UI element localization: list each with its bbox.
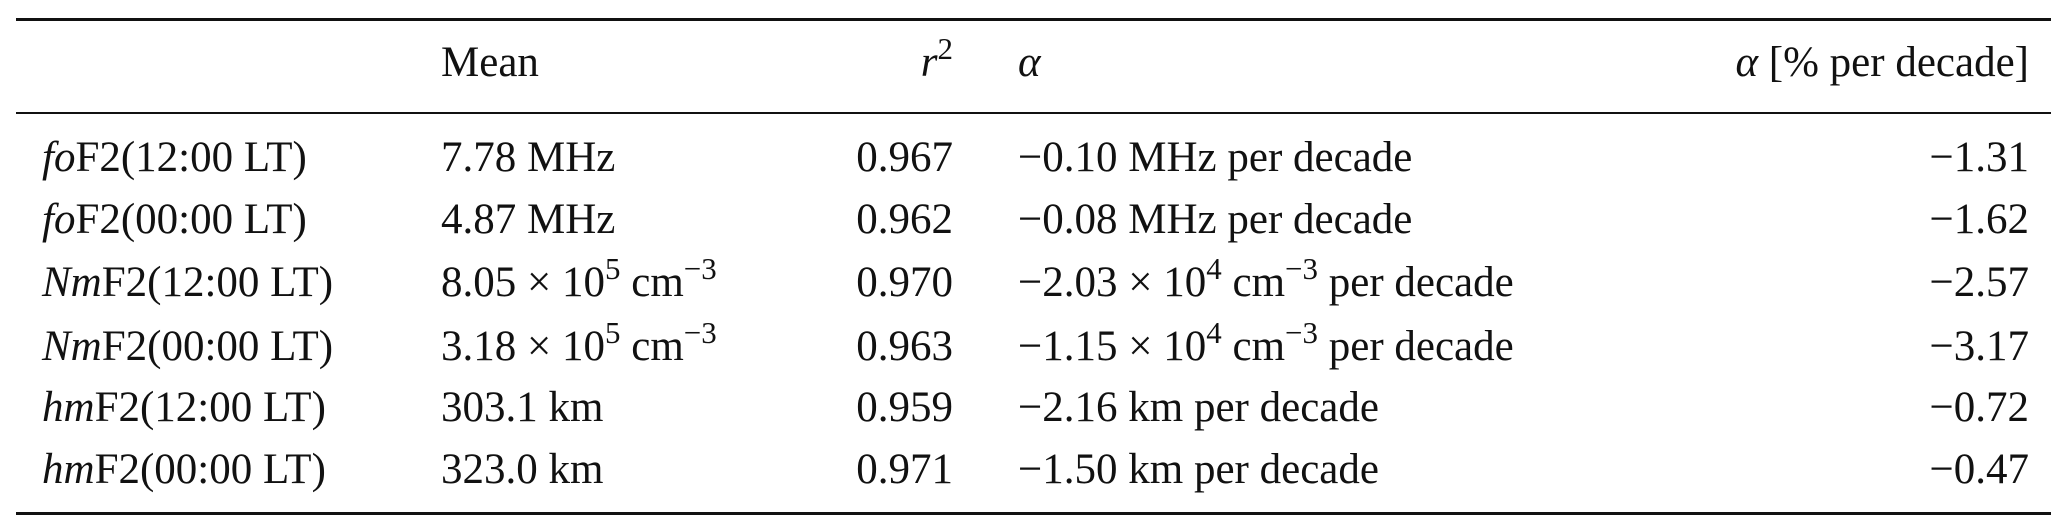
top-rule [16,18,2051,21]
param-prefix: hm [42,384,95,431]
mean-exponent: 5 [605,314,621,350]
alpha-number: −2.16 km per decade [1018,384,1379,431]
mean-unit: cm [620,323,684,370]
alpha-symbol: α [1735,39,1759,86]
alpha-exponent: 4 [1206,314,1222,350]
param-suffix: F2(12:00 LT) [75,134,307,181]
header-rule [16,112,2051,114]
param-name: NmF2(12:00 LT) [42,258,333,308]
alpha-percent-value: −0.72 [1929,384,2029,431]
alpha-percent-label: [% per decade] [1758,39,2029,86]
header-alpha: α [1018,38,1041,88]
param-prefix: fo [42,196,76,243]
alpha-number: −0.10 MHz per decade [1018,134,1413,181]
mean-number: 4.87 MHz [441,196,616,243]
param-suffix: F2(00:00 LT) [75,196,307,243]
bottom-rule [16,512,2051,515]
mean-value: 323.0 km [441,445,603,495]
mean-number: 323.0 km [441,446,604,493]
param-name: foF2(00:00 LT) [42,195,307,245]
r-symbol: r [920,39,938,86]
param-suffix: F2(00:00 LT) [101,323,334,370]
alpha-value: −2.03 × 104 cm−3 per decade [1018,253,1514,308]
alpha-tail: per decade [1317,323,1514,370]
mean-exponent: 5 [605,250,621,286]
param-name: foF2(12:00 LT) [42,133,307,183]
alpha-symbol: α [1018,39,1041,86]
mean-unit-exponent: −3 [683,250,717,286]
param-prefix: Nm [42,323,102,370]
mean-value: 3.18 × 105 cm−3 [441,317,717,372]
alpha-exponent: 4 [1206,250,1222,286]
alpha-number: −0.08 MHz per decade [1018,196,1413,243]
r-squared-value: 0.959 [856,384,953,431]
header-mean: Mean [441,39,539,86]
r-exponent: 2 [937,30,953,66]
r-squared-value: 0.970 [856,259,953,306]
alpha-percent-value: −0.47 [1929,446,2029,493]
mean-value: 8.05 × 105 cm−3 [441,253,717,308]
param-name: hmF2(12:00 LT) [42,383,326,433]
alpha-percent-value: −2.57 [1929,259,2029,306]
alpha-number: −1.15 × 10 [1018,323,1207,370]
alpha-value: −0.08 MHz per decade [1018,195,1412,245]
r-squared-value: 0.962 [856,196,953,243]
mean-number: 7.78 MHz [441,134,616,181]
mean-number: 303.1 km [441,384,604,431]
r-squared-value: 0.963 [856,323,953,370]
alpha-unit-exponent: −3 [1285,314,1318,350]
alpha-tail: per decade [1317,259,1514,306]
header-alpha-percent: α [% per decade] [1735,38,2029,88]
alpha-number: −2.03 × 10 [1018,259,1207,306]
mean-unit-exponent: −3 [683,314,717,350]
param-prefix: Nm [42,259,102,306]
mean-value: 303.1 km [441,383,603,433]
param-suffix: F2(00:00 LT) [94,446,326,493]
header-r-squared: r2 [920,33,953,88]
param-suffix: F2(12:00 LT) [94,384,326,431]
mean-value: 7.78 MHz [441,133,615,183]
alpha-value: −2.16 km per decade [1018,383,1379,433]
param-prefix: hm [42,446,95,493]
mean-number: 8.05 × 10 [441,259,606,306]
alpha-unit: cm [1221,323,1286,370]
alpha-percent-value: −1.62 [1929,196,2029,243]
alpha-value: −0.10 MHz per decade [1018,133,1412,183]
alpha-percent-value: −1.31 [1929,134,2029,181]
mean-value: 4.87 MHz [441,195,615,245]
alpha-value: −1.15 × 104 cm−3 per decade [1018,317,1514,372]
alpha-percent-value: −3.17 [1929,323,2029,370]
mean-number: 3.18 × 10 [441,323,606,370]
param-name: hmF2(00:00 LT) [42,445,326,495]
param-suffix: F2(12:00 LT) [101,259,334,306]
r-squared-value: 0.967 [856,134,953,181]
mean-unit: cm [620,259,684,306]
r-squared-value: 0.971 [856,446,953,493]
alpha-unit: cm [1221,259,1286,306]
alpha-unit-exponent: −3 [1285,250,1318,286]
alpha-number: −1.50 km per decade [1018,446,1379,493]
param-prefix: fo [42,134,76,181]
param-name: NmF2(00:00 LT) [42,322,333,372]
alpha-value: −1.50 km per decade [1018,445,1379,495]
